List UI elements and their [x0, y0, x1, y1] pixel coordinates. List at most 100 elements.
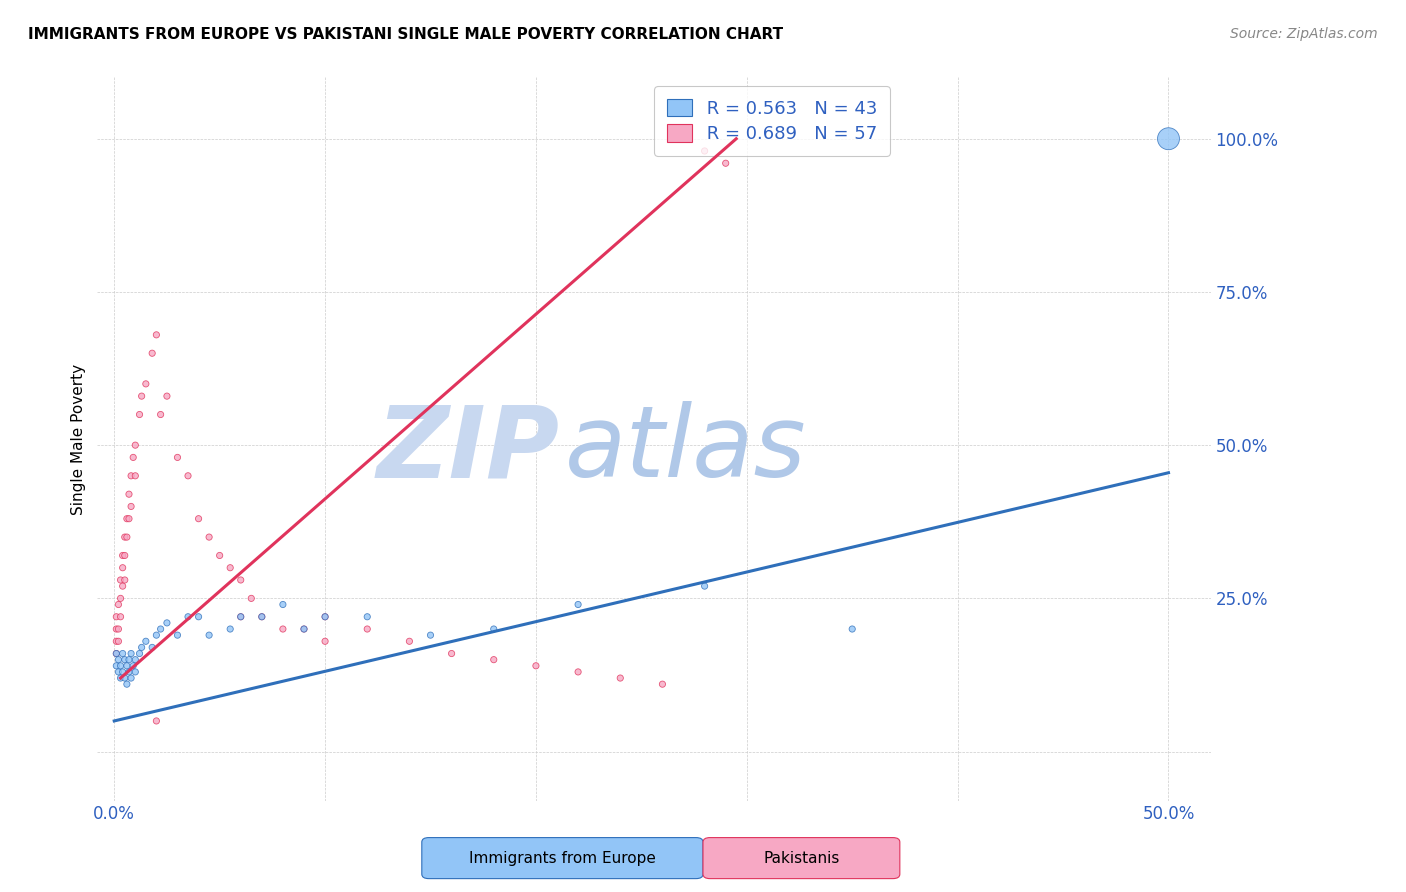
Point	[120, 671, 142, 685]
Point	[156, 615, 179, 630]
Point	[314, 609, 336, 624]
Point	[292, 622, 315, 636]
Point	[693, 579, 716, 593]
Text: ZIP: ZIP	[377, 401, 560, 499]
Text: IMMIGRANTS FROM EUROPE VS PAKISTANI SINGLE MALE POVERTY CORRELATION CHART: IMMIGRANTS FROM EUROPE VS PAKISTANI SING…	[28, 27, 783, 42]
Point	[198, 530, 221, 544]
Point	[250, 609, 273, 624]
Point	[122, 658, 145, 673]
Point	[166, 628, 188, 642]
Point	[651, 677, 673, 691]
Point	[482, 622, 505, 636]
Point	[356, 609, 378, 624]
Point	[107, 634, 129, 648]
Point	[111, 647, 134, 661]
Point	[124, 468, 146, 483]
Point	[105, 647, 128, 661]
Point	[110, 609, 132, 624]
Point	[187, 609, 209, 624]
Point	[145, 714, 167, 728]
Point	[111, 549, 134, 563]
Point	[419, 628, 441, 642]
Point	[128, 647, 150, 661]
Point	[124, 665, 146, 679]
Point	[567, 598, 589, 612]
Point	[105, 609, 128, 624]
Point	[131, 389, 153, 403]
Point	[1157, 132, 1180, 146]
Point	[229, 573, 252, 587]
Text: Immigrants from Europe: Immigrants from Europe	[470, 851, 655, 865]
Point	[118, 653, 141, 667]
Point	[141, 640, 163, 655]
Point	[693, 144, 716, 158]
Point	[118, 665, 141, 679]
Point	[250, 609, 273, 624]
Point	[107, 598, 129, 612]
Point	[131, 640, 153, 655]
Point	[271, 598, 294, 612]
Point	[105, 634, 128, 648]
Point	[110, 671, 132, 685]
Point	[110, 658, 132, 673]
Point	[714, 156, 737, 170]
Text: Pakistanis: Pakistanis	[763, 851, 839, 865]
Point	[115, 658, 138, 673]
Point	[110, 591, 132, 606]
Point	[114, 671, 136, 685]
Point	[118, 512, 141, 526]
Point	[314, 609, 336, 624]
Point	[122, 450, 145, 465]
Point	[107, 665, 129, 679]
Point	[145, 628, 167, 642]
Point	[177, 609, 200, 624]
Point	[111, 579, 134, 593]
Point	[149, 622, 172, 636]
Point	[114, 530, 136, 544]
Point	[177, 468, 200, 483]
Point	[229, 609, 252, 624]
Point	[314, 634, 336, 648]
Point	[609, 671, 631, 685]
Point	[120, 647, 142, 661]
Point	[114, 573, 136, 587]
Point	[240, 591, 263, 606]
Point	[114, 653, 136, 667]
Point	[128, 408, 150, 422]
Point	[115, 530, 138, 544]
Point	[120, 468, 142, 483]
Point	[115, 677, 138, 691]
Point	[198, 628, 221, 642]
Point	[105, 658, 128, 673]
Point	[229, 609, 252, 624]
Point	[356, 622, 378, 636]
Point	[440, 647, 463, 661]
Point	[110, 573, 132, 587]
Point	[105, 622, 128, 636]
Point	[124, 438, 146, 452]
Point	[111, 560, 134, 574]
Text: atlas: atlas	[565, 401, 807, 499]
Point	[118, 487, 141, 501]
Point	[111, 665, 134, 679]
Text: Source: ZipAtlas.com: Source: ZipAtlas.com	[1230, 27, 1378, 41]
Y-axis label: Single Male Poverty: Single Male Poverty	[72, 363, 86, 515]
Point	[292, 622, 315, 636]
Point	[107, 622, 129, 636]
Point	[841, 622, 863, 636]
Point	[208, 549, 231, 563]
Point	[567, 665, 589, 679]
Point	[271, 622, 294, 636]
Point	[156, 389, 179, 403]
Point	[482, 653, 505, 667]
Point	[145, 327, 167, 342]
Point	[124, 653, 146, 667]
Point	[135, 376, 157, 391]
Point	[135, 634, 157, 648]
Point	[219, 560, 242, 574]
Point	[166, 450, 188, 465]
Legend:  R = 0.563   N = 43,  R = 0.689   N = 57: R = 0.563 N = 43, R = 0.689 N = 57	[654, 87, 890, 156]
Point	[141, 346, 163, 360]
Point	[187, 512, 209, 526]
Point	[115, 512, 138, 526]
